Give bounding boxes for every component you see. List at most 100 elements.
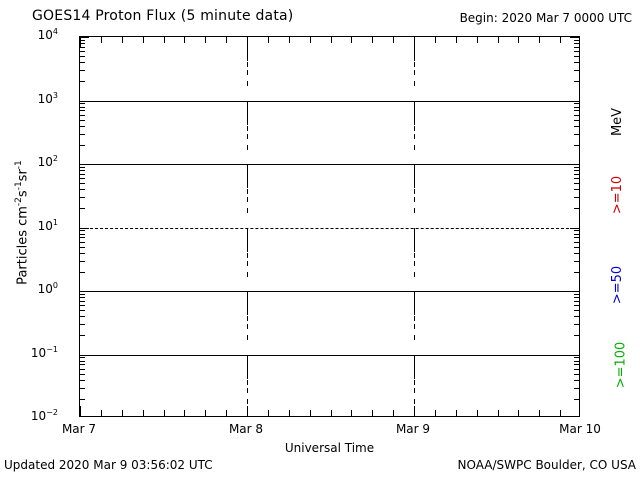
y-axis-tick [574, 387, 579, 389]
day-separator-tick [414, 37, 415, 46]
y-axis-tick [570, 100, 579, 102]
x-axis-tick [267, 37, 269, 43]
day-separator-tick [414, 316, 415, 322]
day-separator-tick [414, 368, 415, 374]
day-separator-tick [247, 197, 248, 203]
y-axis-tick [574, 305, 579, 307]
y-axis-tick [80, 106, 85, 108]
x-axis-tick [247, 406, 248, 416]
y-axis-tick [574, 208, 579, 210]
y-axis-tick [80, 103, 85, 105]
y-axis-tick [574, 125, 579, 127]
day-separator-tick [247, 260, 248, 266]
x-axis-tick [100, 37, 102, 43]
day-separator-tick [247, 144, 248, 150]
y-axis-tick [574, 106, 579, 108]
y-axis-tick [574, 103, 579, 105]
y-axis-tick [574, 39, 579, 41]
y-axis-tick [80, 173, 85, 175]
x-axis-tick [455, 410, 457, 416]
day-separator-tick [414, 46, 415, 52]
y-axis-tick [80, 144, 85, 146]
day-separator-tick [414, 56, 415, 62]
x-axis-tick [80, 37, 81, 47]
day-separator-tick [247, 354, 248, 364]
y-axis-tick [80, 166, 85, 168]
x-axis-tick [372, 37, 374, 43]
y-axis-tick [80, 56, 85, 58]
day-separator-tick [414, 51, 415, 57]
y-axis-tick-label: 104 [37, 27, 58, 43]
x-axis-tick [80, 406, 81, 416]
y-axis-tick [80, 133, 85, 135]
x-axis-tick [497, 410, 499, 416]
y-axis-tick [574, 237, 579, 239]
x-axis-tick [414, 406, 415, 416]
y-axis-tick [80, 39, 85, 41]
day-separator-tick [414, 227, 415, 237]
y-axis-tick [574, 133, 579, 135]
day-separator-tick [247, 271, 248, 277]
day-separator-tick [247, 100, 248, 110]
day-separator-tick [247, 114, 248, 120]
y-axis-tick [80, 43, 85, 45]
y-axis-title: Particles cm-2s-1sr-1 [14, 160, 31, 285]
y-axis-tick [80, 233, 85, 235]
day-separator-tick [247, 70, 248, 76]
x-axis-tick [205, 410, 207, 416]
x-axis-tick [226, 37, 228, 43]
day-separator-tick [414, 164, 415, 173]
day-separator-tick [414, 119, 415, 125]
day-separator-tick [247, 398, 248, 404]
day-separator-tick [247, 183, 248, 189]
day-separator-tick [414, 133, 415, 139]
source-attribution: NOAA/SWPC Boulder, CO USA [457, 458, 636, 472]
x-axis-tick [330, 37, 332, 43]
y-axis-tick [574, 197, 579, 199]
y-axis-tick [574, 252, 579, 254]
day-separator-tick [414, 373, 415, 379]
y-axis-tick-label: 101 [37, 217, 58, 233]
y-axis-tick-label: 103 [37, 90, 58, 106]
day-separator-tick [247, 208, 248, 214]
y-axis-tick [574, 379, 579, 381]
y-axis-tick-label: 100 [37, 281, 58, 297]
day-separator-tick [247, 241, 248, 247]
y-axis-tick [80, 178, 85, 180]
day-separator-tick [247, 189, 248, 195]
y-axis-tick [80, 324, 85, 326]
y-axis-tick-label: 102 [37, 154, 58, 170]
legend-channel-50-label: >=50 [609, 265, 625, 305]
y-axis-tick [574, 183, 579, 185]
y-axis-tick [80, 62, 85, 64]
x-axis-tick [476, 37, 478, 43]
y-axis-tick [574, 271, 579, 273]
y-axis-tick [80, 227, 89, 229]
day-separator-tick [247, 164, 248, 173]
y-axis-tick [80, 316, 85, 318]
y-axis-tick [80, 100, 89, 102]
x-axis-tick-label: Mar 8 [228, 422, 264, 436]
y-axis-tick [574, 166, 579, 168]
y-axis-tick [80, 110, 85, 112]
legend-channel-10: >=10 [598, 160, 638, 230]
gridline-1 [80, 291, 579, 292]
y-axis-tick [574, 62, 579, 64]
day-separator-tick [414, 300, 415, 306]
y-axis-tick [80, 114, 85, 116]
plot-area [80, 37, 579, 416]
x-axis-tick [205, 37, 207, 43]
day-separator-tick [414, 237, 415, 243]
y-axis-tick [574, 144, 579, 146]
y-axis-tick [80, 360, 85, 362]
y-axis-tick [570, 37, 579, 38]
legend-channel-10-label: >=10 [609, 175, 625, 215]
day-separator-tick [414, 335, 415, 341]
y-axis-tick [80, 81, 85, 83]
day-separator-tick [247, 387, 248, 393]
day-separator-tick [414, 183, 415, 189]
y-axis-tick [80, 119, 85, 121]
day-separator-tick [247, 300, 248, 306]
day-separator-tick [414, 110, 415, 116]
y-axis-tick [80, 354, 89, 356]
